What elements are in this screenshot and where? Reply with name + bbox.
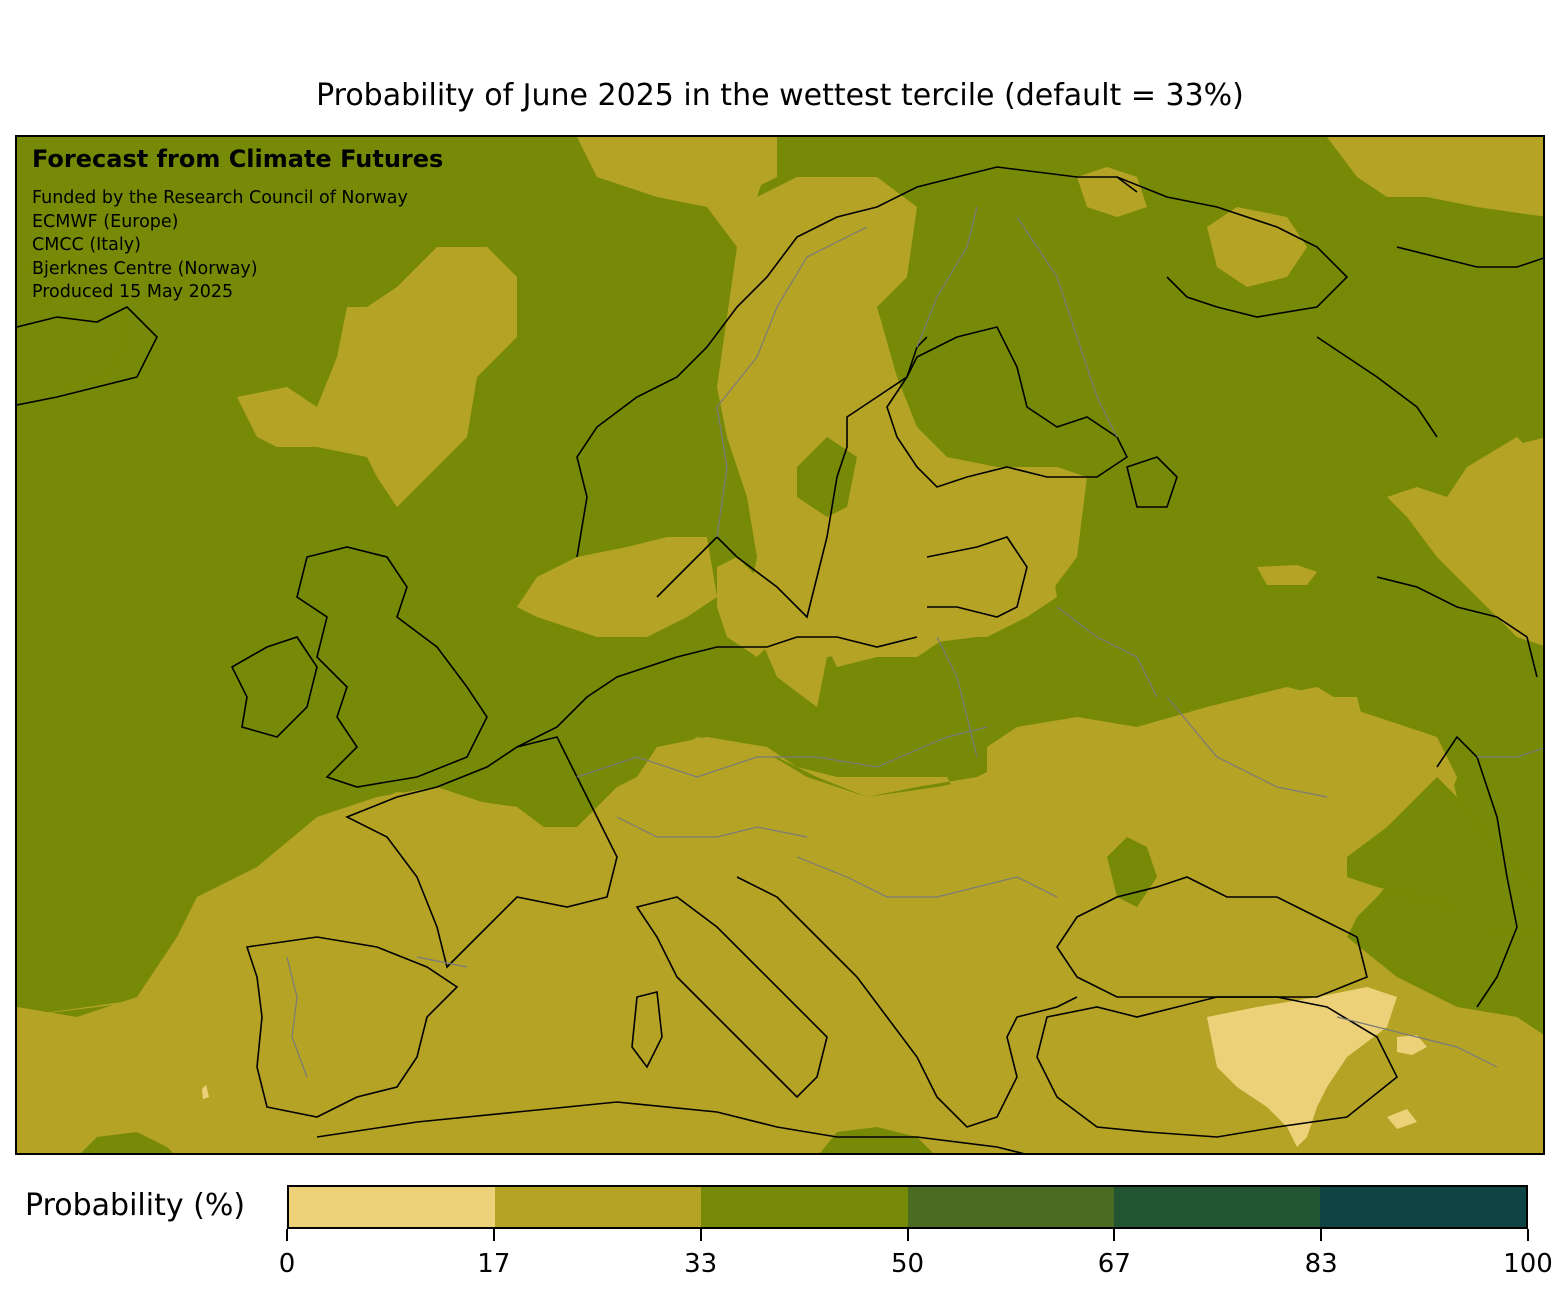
coast-russia-north <box>1116 176 1349 318</box>
zone-atlantic-small <box>1257 565 1317 585</box>
zone-ukraine <box>987 687 1367 867</box>
border-ukraine-russia <box>1166 696 1328 798</box>
coast-sardinia <box>631 991 663 1069</box>
border-norway-sweden <box>716 226 868 538</box>
coast-britain <box>296 546 488 788</box>
zone-iran-small <box>1387 1109 1417 1129</box>
colorbar-segment <box>289 1187 496 1227</box>
coast-africa <box>316 1101 1025 1153</box>
coast-kara <box>1396 246 1543 268</box>
colorbar-segment <box>701 1187 908 1227</box>
colorbar-tick-label: 50 <box>890 1249 925 1279</box>
zone-caucasus-small <box>1397 1035 1427 1055</box>
colorbar-tick-label: 0 <box>278 1249 296 1279</box>
colorbar-tick <box>492 1229 495 1241</box>
coast-white-sea <box>1316 336 1438 438</box>
zone-atlantic-dot <box>202 1085 209 1099</box>
border-finland-russia <box>1016 216 1118 438</box>
coast-france <box>345 736 618 969</box>
coast-ireland <box>230 636 318 738</box>
zone-denmark <box>717 557 777 657</box>
border-balkans <box>796 856 1058 898</box>
colorbar-ticks: 0 17 33 50 67 83 100 <box>279 1229 1553 1289</box>
credit-heading: Forecast from Climate Futures <box>32 145 444 173</box>
coast-russia-east <box>1376 576 1538 678</box>
coast-sweden <box>656 336 928 619</box>
credit-line: ECMWF (Europe) <box>32 211 179 232</box>
coast-turkey <box>1036 996 1399 1138</box>
colorbar <box>287 1185 1528 1229</box>
colorbar-tick <box>906 1229 909 1241</box>
colorbar-segment <box>1113 1187 1320 1227</box>
zone-iceland-region <box>17 257 127 407</box>
coast-finland <box>886 326 1129 488</box>
border-iberia <box>286 956 308 1078</box>
zone-barents <box>1307 137 1543 217</box>
coast-baltic-states <box>926 536 1028 618</box>
colorbar-tick-label: 33 <box>684 1249 718 1279</box>
credit-lines: Funded by the Research Council of Norway… <box>32 187 443 305</box>
credit-line: Produced 15 May 2025 <box>32 282 234 302</box>
coast-iceland <box>17 306 158 406</box>
map-canvas <box>17 137 1543 1153</box>
coast-lake-ladoga <box>1126 456 1178 508</box>
border-central-europe <box>576 726 988 778</box>
map-title: Probability of June 2025 in the wettest … <box>316 78 1244 113</box>
coast-iberia <box>245 936 459 1118</box>
zone-sweden-gotland <box>797 437 857 517</box>
zone-north-sea <box>517 537 717 637</box>
zone-north-atlantic <box>237 247 517 507</box>
coastlines <box>17 166 1543 1153</box>
coast-balkans <box>736 876 1078 1128</box>
zone-north-africa <box>820 1127 933 1153</box>
colorbar-tick <box>286 1229 288 1241</box>
zone-turkey-east <box>1207 987 1397 1147</box>
credit-line: Funded by the Research Council of Norway <box>32 188 408 208</box>
border-kazakhstan <box>1477 747 1543 758</box>
coast-germany-poland <box>516 636 918 748</box>
zone-south-atlantic <box>81 1132 173 1153</box>
coast-caspian <box>1436 735 1518 1008</box>
borders <box>286 206 1543 1078</box>
colorbar-tick-label: 83 <box>1304 1249 1338 1279</box>
coast-italy <box>635 896 828 1099</box>
colorbar-tick <box>1320 1229 1323 1241</box>
zone-caspian <box>1347 777 1543 937</box>
border-pyrenees <box>416 956 468 968</box>
probability-map: Forecast from Climate Futures Funded by … <box>15 135 1545 1155</box>
colorbar-segment <box>495 1187 702 1227</box>
border-belarus-russia <box>1056 606 1158 698</box>
credit-line: CMCC (Italy) <box>32 235 141 255</box>
zone-baltic <box>817 477 1057 667</box>
colorbar-segment <box>907 1187 1114 1227</box>
colorbar-tick-label: 17 <box>477 1249 511 1279</box>
zone-norway-west <box>602 137 777 187</box>
zone-kola <box>1077 167 1147 217</box>
colorbar-segment <box>1319 1187 1527 1227</box>
zone-iberia-mediterranean <box>17 697 1543 1153</box>
zones-17-33 <box>17 137 1543 1153</box>
colorbar-tick-label: 100 <box>1503 1249 1553 1279</box>
border-poland-belarus <box>936 636 978 758</box>
colorbar-tick <box>699 1229 702 1241</box>
coast-norway <box>576 166 1138 558</box>
zone-lapland <box>1207 207 1307 287</box>
colorbar-tick-label: 67 <box>1097 1249 1131 1279</box>
zones-0-17 <box>202 987 1427 1147</box>
border-alps <box>616 816 808 838</box>
colorbar-label: Probability (%) <box>25 1188 246 1223</box>
border-sweden-finland <box>916 206 978 348</box>
zones-33-50-islands <box>17 257 1543 1153</box>
credit-block: Forecast from Climate Futures Funded by … <box>32 145 443 305</box>
colorbar-tick <box>1527 1229 1529 1241</box>
coast-black-sea <box>1056 876 1368 998</box>
border-caucasus <box>1336 1016 1498 1068</box>
zone-ural-east <box>1467 437 1543 516</box>
colorbar-tick <box>1113 1229 1116 1241</box>
credit-line: Bjerknes Centre (Norway) <box>32 258 258 279</box>
